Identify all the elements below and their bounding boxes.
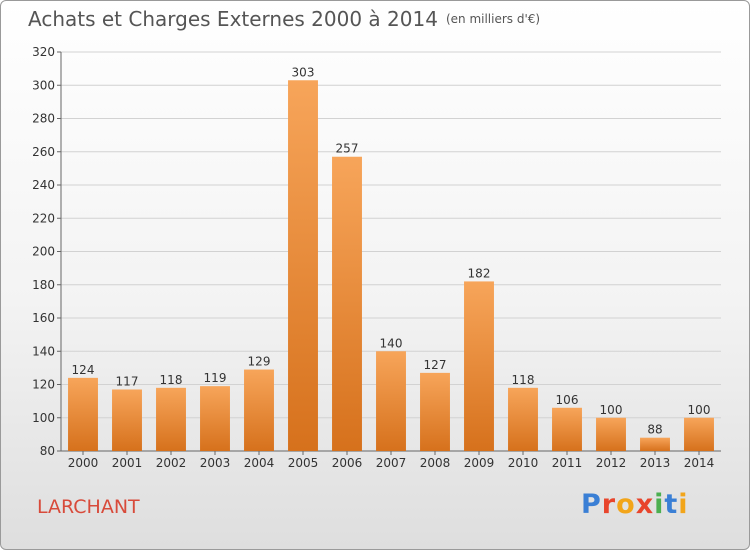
- bar: [596, 417, 626, 451]
- bar: [112, 389, 142, 451]
- bar-value-label: 118: [512, 373, 535, 387]
- bar-value-label: 119: [204, 371, 227, 385]
- bar: [244, 369, 274, 451]
- y-tick-label: 320: [32, 45, 55, 59]
- bar-value-label: 117: [116, 374, 139, 388]
- chart-title-text: Achats et Charges Externes 2000 à 2014: [28, 7, 438, 31]
- bar: [332, 156, 362, 452]
- y-tick-label: 220: [32, 211, 55, 225]
- bar-value-label: 88: [647, 423, 662, 437]
- place-name: LARCHANT: [37, 496, 140, 518]
- x-tick-label: 2012: [596, 456, 627, 470]
- bar: [420, 372, 450, 451]
- bar-value-label: 100: [688, 403, 711, 417]
- bar: [552, 407, 582, 451]
- bar: [464, 281, 494, 451]
- x-tick-label: 2005: [288, 456, 319, 470]
- bar-value-label: 100: [600, 403, 623, 417]
- y-tick-label: 140: [32, 344, 55, 358]
- proxiti-logo: Proxiti: [581, 489, 689, 520]
- x-tick-label: 2011: [552, 456, 583, 470]
- x-tick-label: 2001: [112, 456, 143, 470]
- bar: [376, 351, 406, 451]
- logo-letter: o: [616, 489, 636, 520]
- logo-letter: r: [601, 489, 617, 520]
- bar-value-label: 129: [248, 355, 271, 369]
- bar: [68, 377, 98, 451]
- bar: [200, 386, 230, 451]
- bar-value-label: 140: [380, 336, 403, 350]
- bar: [288, 80, 318, 451]
- chart-unit: (en milliers d'€): [445, 12, 541, 26]
- y-tick-label: 180: [32, 278, 55, 292]
- chart-title: Achats et Charges Externes 2000 à 2014 (e…: [28, 7, 540, 31]
- x-tick-label: 2013: [640, 456, 671, 470]
- y-tick-label: 300: [32, 78, 55, 92]
- logo-letter: i: [654, 489, 665, 520]
- bar-value-label: 106: [556, 393, 579, 407]
- bar: [156, 387, 186, 451]
- bar-value-label: 182: [468, 266, 491, 280]
- y-tick-label: 260: [32, 145, 55, 159]
- y-tick-label: 280: [32, 112, 55, 126]
- x-tick-label: 2014: [684, 456, 715, 470]
- y-tick-label: 160: [32, 311, 55, 325]
- y-tick-label: 100: [32, 411, 55, 425]
- y-tick-label: 200: [32, 245, 55, 259]
- bar-value-label: 303: [292, 65, 315, 79]
- x-tick-label: 2002: [156, 456, 187, 470]
- x-tick-label: 2009: [464, 456, 495, 470]
- logo-letter: x: [635, 489, 655, 520]
- bar: [508, 387, 538, 451]
- x-tick-label: 2003: [200, 456, 231, 470]
- logo-letter: P: [581, 489, 602, 520]
- x-tick-label: 2010: [508, 456, 539, 470]
- bar-value-label: 257: [336, 142, 359, 156]
- bar-value-label: 127: [424, 358, 447, 372]
- x-tick-label: 2000: [68, 456, 99, 470]
- x-tick-label: 2007: [376, 456, 407, 470]
- bar-value-label: 118: [160, 373, 183, 387]
- y-tick-label: 240: [32, 178, 55, 192]
- logo-letter: i: [678, 489, 689, 520]
- bar-value-label: 124: [72, 363, 95, 377]
- logo-letter: t: [664, 489, 679, 520]
- y-tick-label: 80: [40, 444, 55, 458]
- x-tick-label: 2008: [420, 456, 451, 470]
- bar: [640, 437, 670, 451]
- bar: [684, 417, 714, 451]
- x-tick-label: 2006: [332, 456, 363, 470]
- x-tick-label: 2004: [244, 456, 275, 470]
- y-tick-label: 120: [32, 378, 55, 392]
